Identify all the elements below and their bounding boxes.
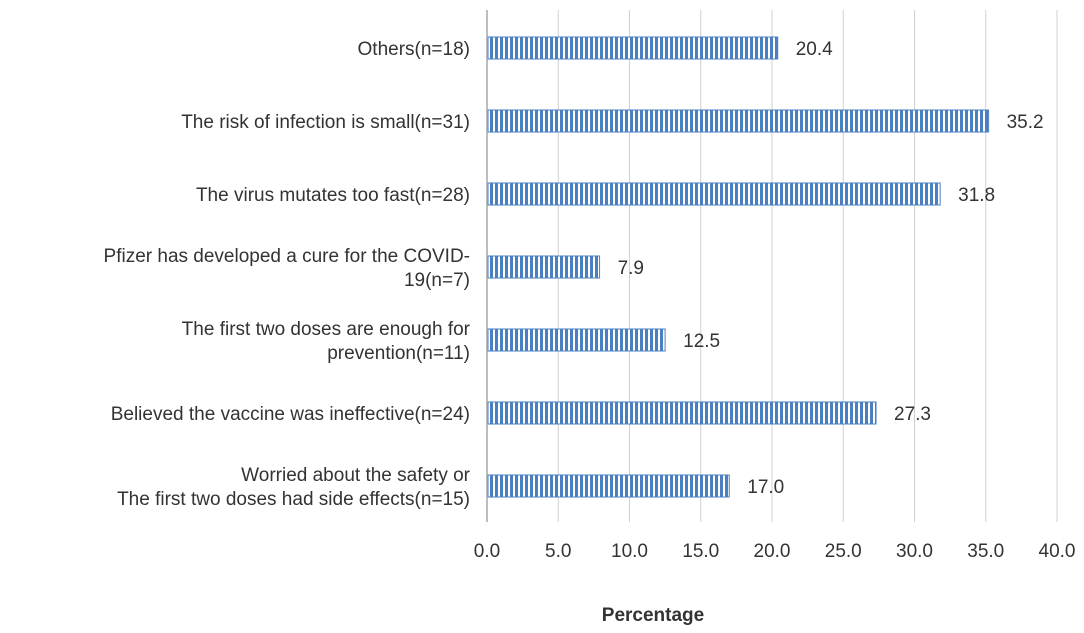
bars [487, 36, 990, 498]
data-label: 7.9 [618, 258, 644, 279]
x-tick-label: 5.0 [545, 541, 571, 562]
bar [487, 109, 990, 133]
category-label: prevention(n=11) [327, 343, 470, 364]
x-tick-label: 10.0 [611, 541, 648, 562]
x-axis-title: Percentage [602, 605, 704, 626]
bar [487, 182, 941, 206]
x-tick-label: 30.0 [896, 541, 933, 562]
x-tick-label: 15.0 [682, 541, 719, 562]
category-label: The first two doses had side effects(n=1… [117, 489, 470, 510]
data-label: 31.8 [958, 185, 995, 206]
data-label: 17.0 [747, 477, 784, 498]
category-label: Worried about the safety or [241, 465, 470, 486]
category-label: The risk of infection is small(n=31) [181, 112, 470, 133]
data-labels: 20.4 35.2 31.8 7.9 12.5 27.3 17.0 [618, 39, 1044, 498]
bar [487, 36, 779, 60]
category-label: Believed the vaccine was ineffective(n=2… [111, 404, 470, 425]
bar [487, 401, 877, 425]
data-label: 27.3 [894, 404, 931, 425]
x-tick-label: 0.0 [474, 541, 500, 562]
category-label: The first two doses are enough for [182, 319, 471, 340]
x-tick-label: 20.0 [754, 541, 791, 562]
x-tick-label: 40.0 [1039, 541, 1076, 562]
category-label: 19(n=7) [404, 270, 470, 291]
x-tick-label: 35.0 [967, 541, 1004, 562]
data-label: 35.2 [1007, 112, 1044, 133]
category-label: The virus mutates too fast(n=28) [196, 185, 470, 206]
gridlines [486, 10, 1058, 522]
category-label: Others(n=18) [358, 39, 470, 60]
x-tick-labels: 0.0 5.0 10.0 15.0 20.0 25.0 30.0 35.0 40.0 [474, 541, 1076, 562]
category-labels: Others(n=18) The risk of infection is sma… [104, 39, 471, 510]
x-tick-label: 25.0 [825, 541, 862, 562]
category-label: Pfizer has developed a cure for the COVI… [104, 246, 470, 267]
bar [487, 255, 601, 279]
bar [487, 474, 730, 498]
bar [487, 328, 666, 352]
data-label: 12.5 [683, 331, 720, 352]
data-label: 20.4 [796, 39, 833, 60]
